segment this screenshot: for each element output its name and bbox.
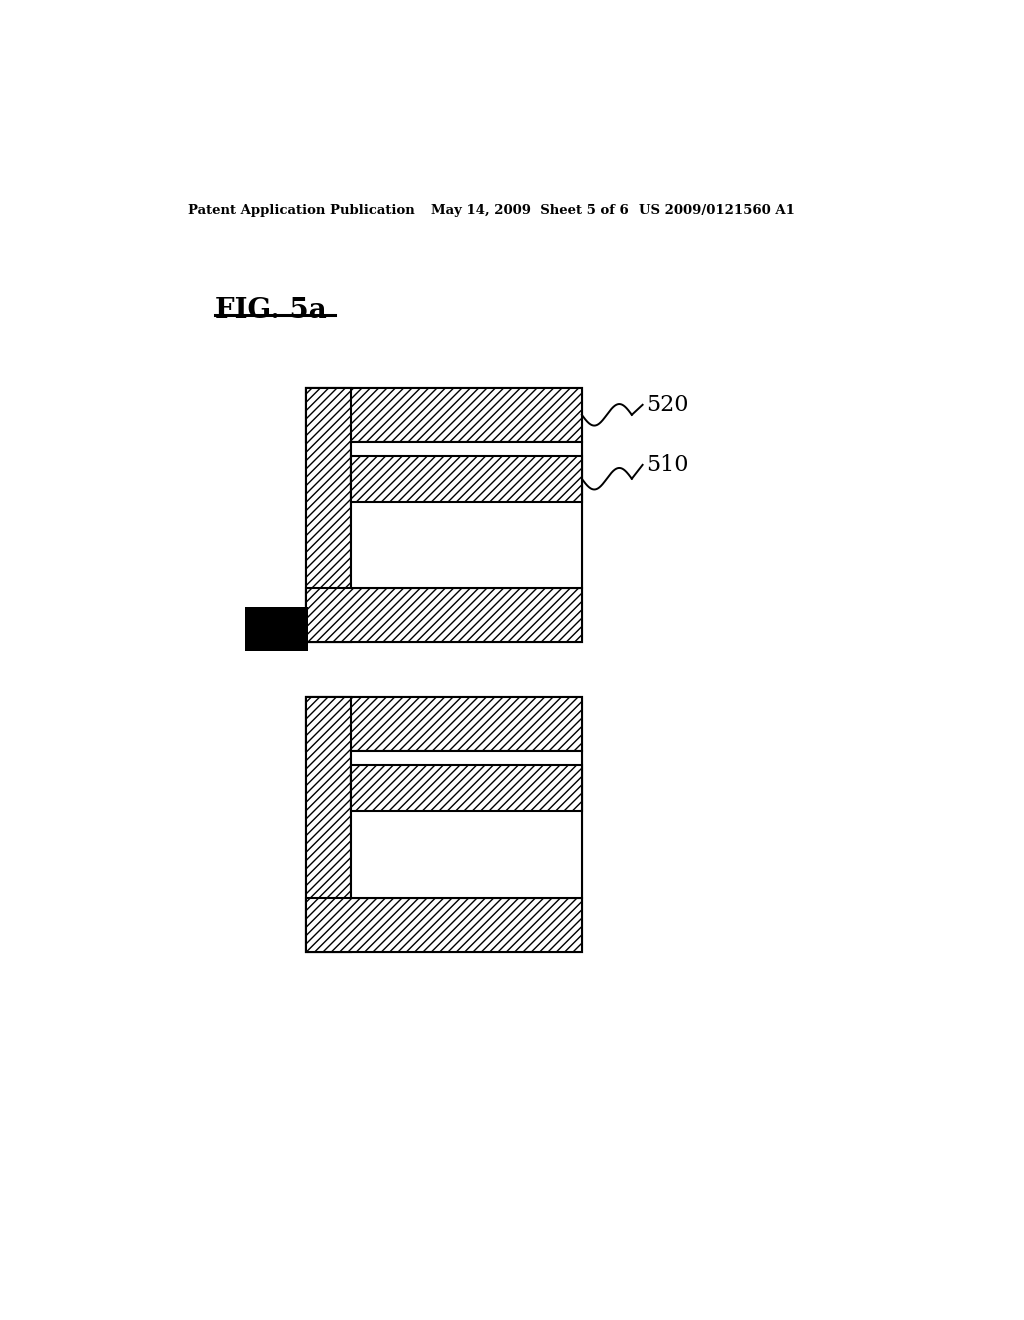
- Text: 510: 510: [646, 454, 689, 477]
- Bar: [306, 388, 582, 442]
- Bar: [245, 607, 307, 651]
- Bar: [306, 697, 582, 952]
- Text: FIG. 5a: FIG. 5a: [215, 297, 327, 323]
- Bar: [306, 898, 582, 952]
- Bar: [306, 697, 582, 751]
- Bar: [306, 388, 582, 642]
- Text: US 2009/0121560 A1: US 2009/0121560 A1: [639, 205, 795, 218]
- Bar: [306, 697, 351, 952]
- Bar: [306, 388, 351, 642]
- Bar: [351, 751, 582, 898]
- Text: May 14, 2009  Sheet 5 of 6: May 14, 2009 Sheet 5 of 6: [431, 205, 629, 218]
- Bar: [351, 766, 582, 812]
- Bar: [306, 589, 582, 642]
- Bar: [351, 455, 582, 502]
- Text: 520: 520: [646, 393, 689, 416]
- Bar: [351, 442, 582, 589]
- Text: Patent Application Publication: Patent Application Publication: [188, 205, 415, 218]
